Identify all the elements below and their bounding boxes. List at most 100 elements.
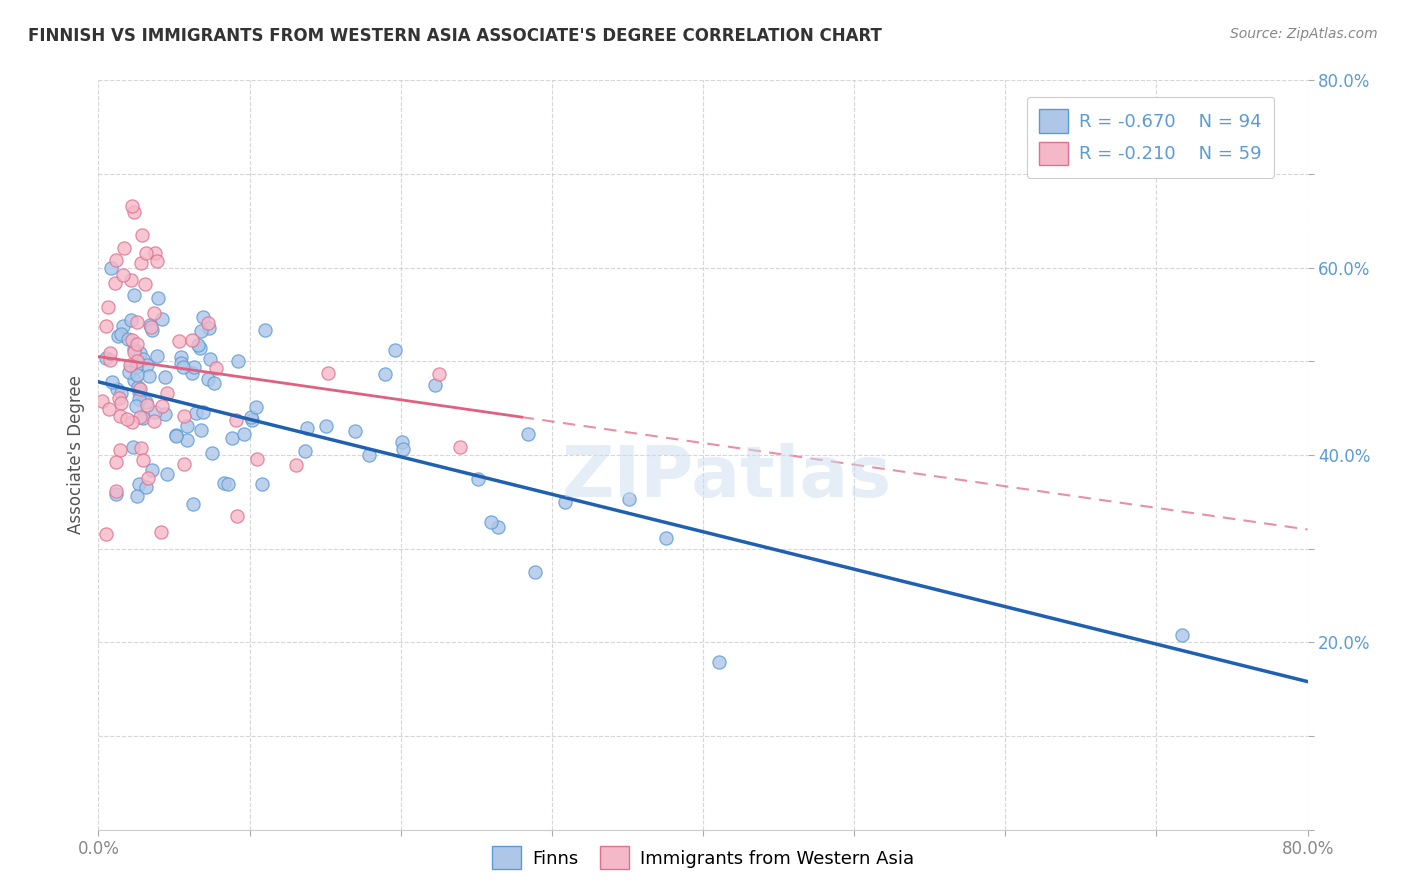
Point bbox=[165, 428, 187, 442]
Point bbox=[125, 368, 148, 383]
Point bbox=[131, 228, 153, 243]
Point bbox=[654, 531, 676, 545]
Point bbox=[146, 349, 169, 363]
Point bbox=[91, 394, 114, 409]
Point bbox=[129, 383, 152, 397]
Point bbox=[105, 253, 128, 268]
Point bbox=[245, 401, 267, 415]
Point bbox=[112, 318, 135, 333]
Point bbox=[139, 320, 162, 334]
Point bbox=[121, 199, 143, 213]
Point bbox=[617, 492, 640, 507]
Point bbox=[198, 352, 221, 367]
Point bbox=[128, 392, 150, 406]
Point bbox=[374, 367, 396, 381]
Point bbox=[343, 424, 366, 438]
Point bbox=[96, 527, 118, 541]
Point bbox=[523, 566, 546, 580]
Point bbox=[131, 441, 153, 455]
Point bbox=[226, 509, 249, 524]
Point bbox=[193, 405, 215, 419]
Point bbox=[143, 404, 166, 418]
Point bbox=[1170, 628, 1192, 642]
Point bbox=[139, 318, 162, 332]
Point bbox=[427, 368, 450, 382]
Point bbox=[143, 245, 166, 260]
Point bbox=[297, 421, 319, 435]
Point bbox=[127, 380, 149, 394]
Point bbox=[554, 495, 576, 509]
Point bbox=[135, 245, 157, 260]
Point bbox=[101, 375, 124, 389]
Point bbox=[240, 409, 263, 424]
Point bbox=[96, 351, 118, 366]
Point bbox=[359, 448, 381, 462]
Point bbox=[96, 318, 118, 333]
Point bbox=[149, 525, 172, 540]
Point bbox=[110, 327, 132, 342]
Point bbox=[392, 442, 415, 456]
Point bbox=[127, 490, 149, 504]
Point bbox=[128, 410, 150, 425]
Point bbox=[135, 480, 157, 494]
Point bbox=[127, 315, 149, 329]
Point bbox=[118, 358, 141, 372]
Point bbox=[125, 399, 148, 413]
Point bbox=[104, 276, 127, 290]
Legend: Finns, Immigrants from Western Asia: Finns, Immigrants from Western Asia bbox=[484, 838, 922, 879]
Point bbox=[98, 353, 121, 368]
Point bbox=[246, 452, 269, 467]
Point bbox=[176, 433, 198, 447]
Point bbox=[191, 310, 214, 324]
Point bbox=[142, 306, 165, 320]
Point bbox=[120, 272, 142, 286]
Point bbox=[214, 475, 236, 490]
Point bbox=[467, 472, 489, 486]
Point bbox=[108, 409, 131, 424]
Point bbox=[449, 440, 471, 454]
Point bbox=[479, 515, 502, 529]
Point bbox=[156, 467, 179, 481]
Point bbox=[121, 415, 143, 429]
Point bbox=[122, 343, 145, 357]
Point bbox=[315, 418, 337, 433]
Point bbox=[122, 373, 145, 387]
Point bbox=[240, 413, 263, 427]
Point bbox=[120, 313, 142, 327]
Point bbox=[110, 396, 132, 410]
Point bbox=[128, 385, 150, 400]
Point bbox=[115, 411, 138, 425]
Point bbox=[122, 345, 145, 359]
Point bbox=[100, 260, 122, 275]
Point bbox=[132, 351, 155, 366]
Point bbox=[226, 354, 249, 368]
Point bbox=[184, 406, 207, 420]
Point bbox=[170, 355, 193, 369]
Point bbox=[176, 419, 198, 434]
Point bbox=[384, 343, 406, 357]
Point bbox=[707, 655, 730, 669]
Point bbox=[136, 471, 159, 485]
Point bbox=[294, 443, 316, 458]
Point bbox=[190, 341, 212, 355]
Point bbox=[217, 477, 239, 491]
Point bbox=[180, 333, 202, 347]
Point bbox=[97, 301, 120, 315]
Point bbox=[121, 333, 143, 347]
Point bbox=[122, 440, 145, 454]
Point bbox=[156, 385, 179, 400]
Point bbox=[183, 360, 205, 375]
Point bbox=[146, 253, 169, 268]
Text: FINNISH VS IMMIGRANTS FROM WESTERN ASIA ASSOCIATE'S DEGREE CORRELATION CHART: FINNISH VS IMMIGRANTS FROM WESTERN ASIA … bbox=[28, 27, 882, 45]
Point bbox=[318, 366, 340, 380]
Point bbox=[423, 378, 446, 392]
Point bbox=[118, 365, 141, 379]
Point bbox=[180, 367, 202, 381]
Point bbox=[165, 429, 187, 443]
Point bbox=[204, 360, 226, 375]
Point bbox=[153, 370, 176, 384]
Point bbox=[105, 487, 128, 501]
Point bbox=[233, 427, 256, 442]
Point bbox=[250, 477, 273, 491]
Point bbox=[129, 345, 152, 359]
